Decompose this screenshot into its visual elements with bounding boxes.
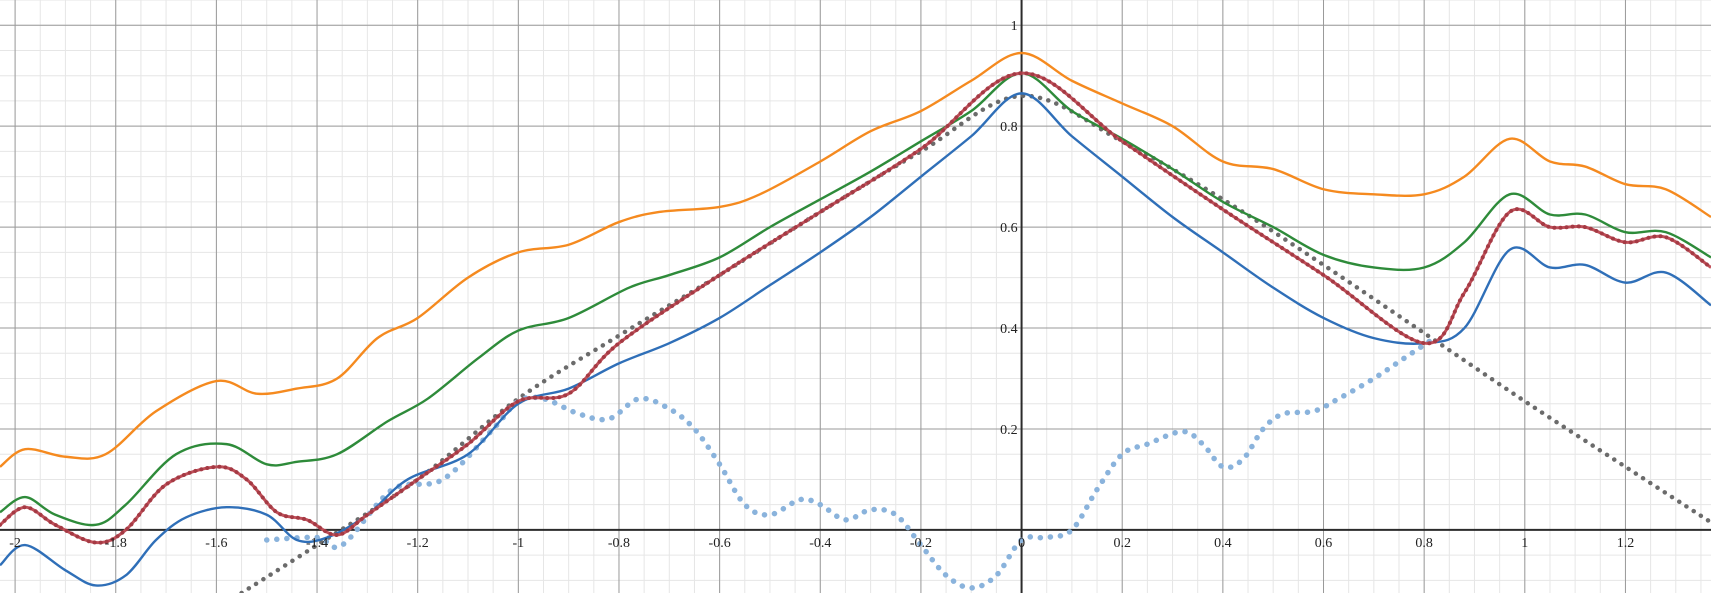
- series-line: [0, 51, 1711, 468]
- series-6: [0, 71, 1711, 545]
- x-tick-label: 0.2: [1113, 536, 1131, 551]
- x-tick-label: 0.8: [1415, 536, 1433, 551]
- tick-labels: -2 -1.8 -1.6 -1.4 -1.2 -1 -0.8 -0.6 -0.4 -0.2 0 0.2…: [9, 19, 1634, 551]
- x-tick-label: -1.2: [407, 536, 429, 551]
- y-tick-label: 0.6: [1000, 221, 1018, 236]
- x-tick-label: -0.8: [608, 536, 630, 551]
- series-4: [0, 71, 1711, 527]
- x-tick-label: -0.2: [910, 536, 932, 551]
- x-tick-label: -0.4: [809, 536, 831, 551]
- x-tick-label: -2: [9, 536, 21, 551]
- x-tick-label: -1: [512, 536, 524, 551]
- x-tick-label: -1.8: [105, 536, 127, 551]
- x-tick-label: 1.2: [1617, 536, 1635, 551]
- y-tick-label: 0.4: [1000, 322, 1018, 337]
- x-tick-label: 0.4: [1214, 536, 1232, 551]
- y-tick-label: 0.8: [1000, 120, 1018, 135]
- series-3: [0, 51, 1711, 468]
- series-1: [239, 93, 1711, 593]
- x-tick-label: -1.6: [205, 536, 227, 551]
- x-tick-label: -0.6: [709, 536, 731, 551]
- series-5: [0, 92, 1711, 587]
- series-layer: [0, 51, 1711, 593]
- x-tick-label: 0: [1018, 536, 1025, 551]
- series-line: [0, 92, 1711, 587]
- series-line: [0, 71, 1711, 527]
- x-tick-label: 1: [1521, 536, 1528, 551]
- y-tick-label: 1: [1011, 19, 1018, 34]
- series-markers: [0, 71, 1711, 545]
- x-tick-label: 0.6: [1315, 536, 1333, 551]
- x-tick-label: -1.4: [306, 536, 328, 551]
- series-line: [239, 93, 1711, 593]
- y-tick-label: 0.2: [1000, 423, 1018, 438]
